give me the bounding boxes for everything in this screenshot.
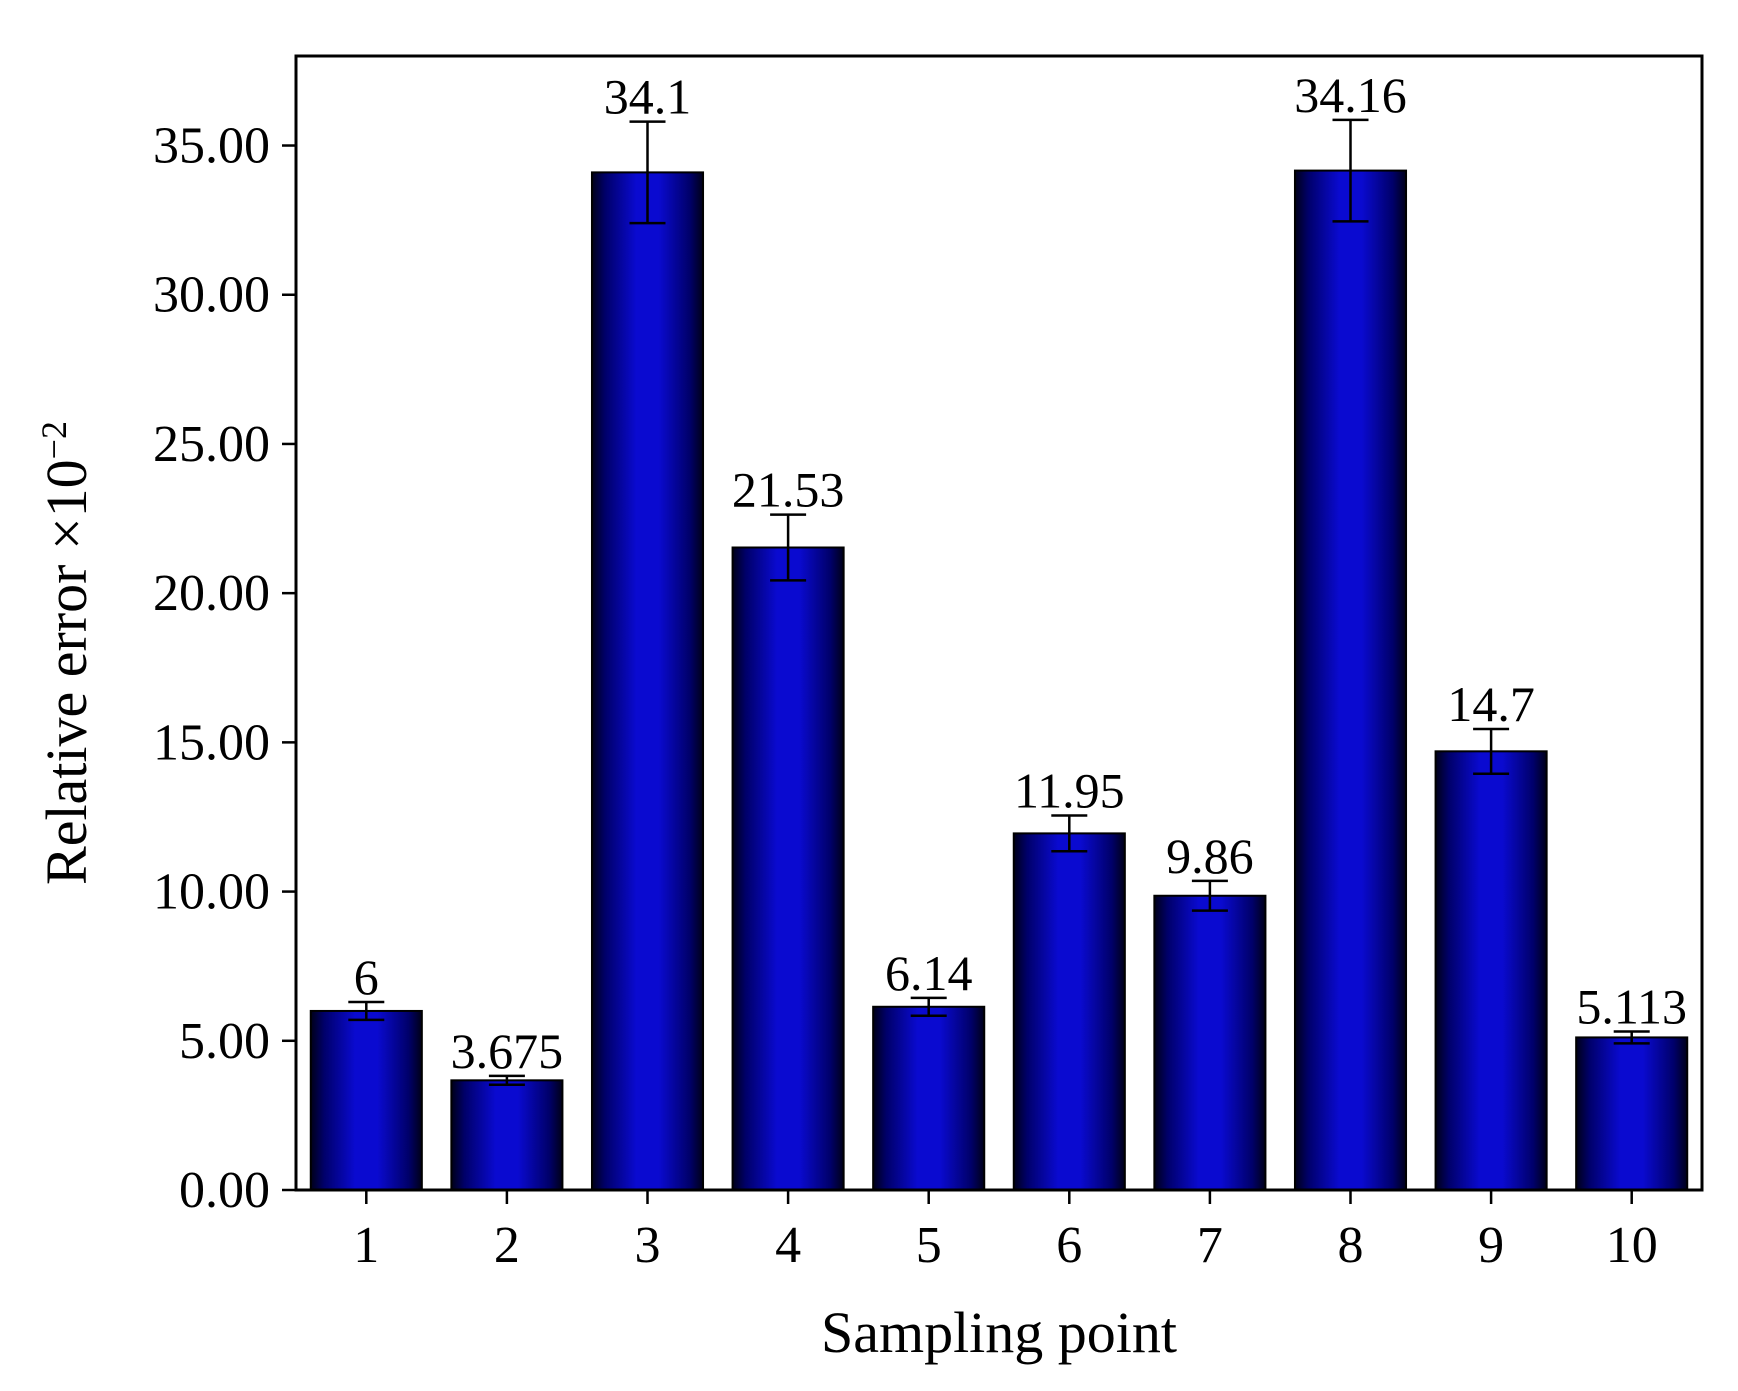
error-bar-7 [1191,879,1228,912]
y-tick-label-25.00: 25.00 [153,416,270,473]
data-label-8: 34.16 [1294,67,1407,123]
y-tick-label-30.00: 30.00 [153,267,270,324]
bar-2 [450,1079,564,1192]
x-tick-label-8: 8 [1338,1217,1364,1274]
x-tick-label-9: 9 [1478,1217,1504,1274]
y-tick-label-15.00: 15.00 [153,714,270,771]
error-bar-1 [348,1000,385,1022]
x-tick-label-7: 7 [1197,1217,1223,1274]
y-tick-label-10.00: 10.00 [153,864,270,921]
plot-frame [294,54,1704,1192]
y-tick-label-0.00: 0.00 [179,1162,270,1219]
x-tick-label-6: 6 [1056,1217,1082,1274]
data-label-3: 34.1 [604,69,692,125]
data-label-4: 21.53 [732,462,845,518]
error-bar-3 [629,120,666,225]
error-bar-8 [1332,118,1369,223]
data-label-7: 9.86 [1166,828,1254,884]
error-bar-5 [910,996,947,1017]
x-axis-title: Sampling point [821,1300,1177,1365]
bar-4 [731,546,845,1191]
data-labels-layer: 6 3.675 34.1 21.53 6.14 11.95 9.86 34.16 14.7 5.1… [354,67,1687,1079]
data-label-2: 3.675 [451,1023,564,1079]
error-bars-layer [348,118,1650,1087]
bar-9 [1434,750,1548,1191]
y-axis-title-exponent: −2 [34,421,74,459]
y-tick-label-35.00: 35.00 [153,118,270,175]
data-label-9: 14.7 [1447,676,1535,732]
x-tick-label-4: 4 [775,1217,801,1274]
y-axis-title: Relative error ×10−2 [34,421,99,885]
y-tick-label-20.00: 20.00 [153,565,270,622]
error-bar-10 [1613,1030,1650,1045]
x-tick-label-3: 3 [635,1217,661,1274]
data-label-5: 6.14 [885,945,973,1001]
data-label-1: 6 [354,949,379,1005]
error-bar-4 [770,513,807,582]
bar-8 [1293,169,1408,1191]
error-bar-9 [1473,727,1510,775]
bar-1 [309,1009,423,1192]
bar-10 [1575,1036,1689,1192]
bar-5 [872,1005,986,1191]
bar-3 [590,171,705,1191]
data-label-6: 11.95 [1014,762,1125,818]
y-axis: 0.00 5.00 10.00 15.00 20.00 25.00 30.00 35.00 [153,118,296,1219]
x-tick-label-10: 10 [1606,1217,1658,1274]
x-tick-label-2: 2 [494,1217,520,1274]
data-label-10: 5.113 [1576,978,1687,1034]
y-tick-label-5.00: 5.00 [179,1013,270,1070]
bar-6 [1012,832,1126,1191]
bar-7 [1153,894,1267,1191]
error-bar-2 [488,1074,525,1087]
y-axis-title-text: Relative error ×10 [34,459,99,885]
x-tick-label-5: 5 [916,1217,942,1274]
error-bar-6 [1051,814,1088,853]
x-axis: 1 2 3 4 5 6 7 8 9 10 [353,1190,1658,1274]
x-tick-label-1: 1 [353,1217,379,1274]
